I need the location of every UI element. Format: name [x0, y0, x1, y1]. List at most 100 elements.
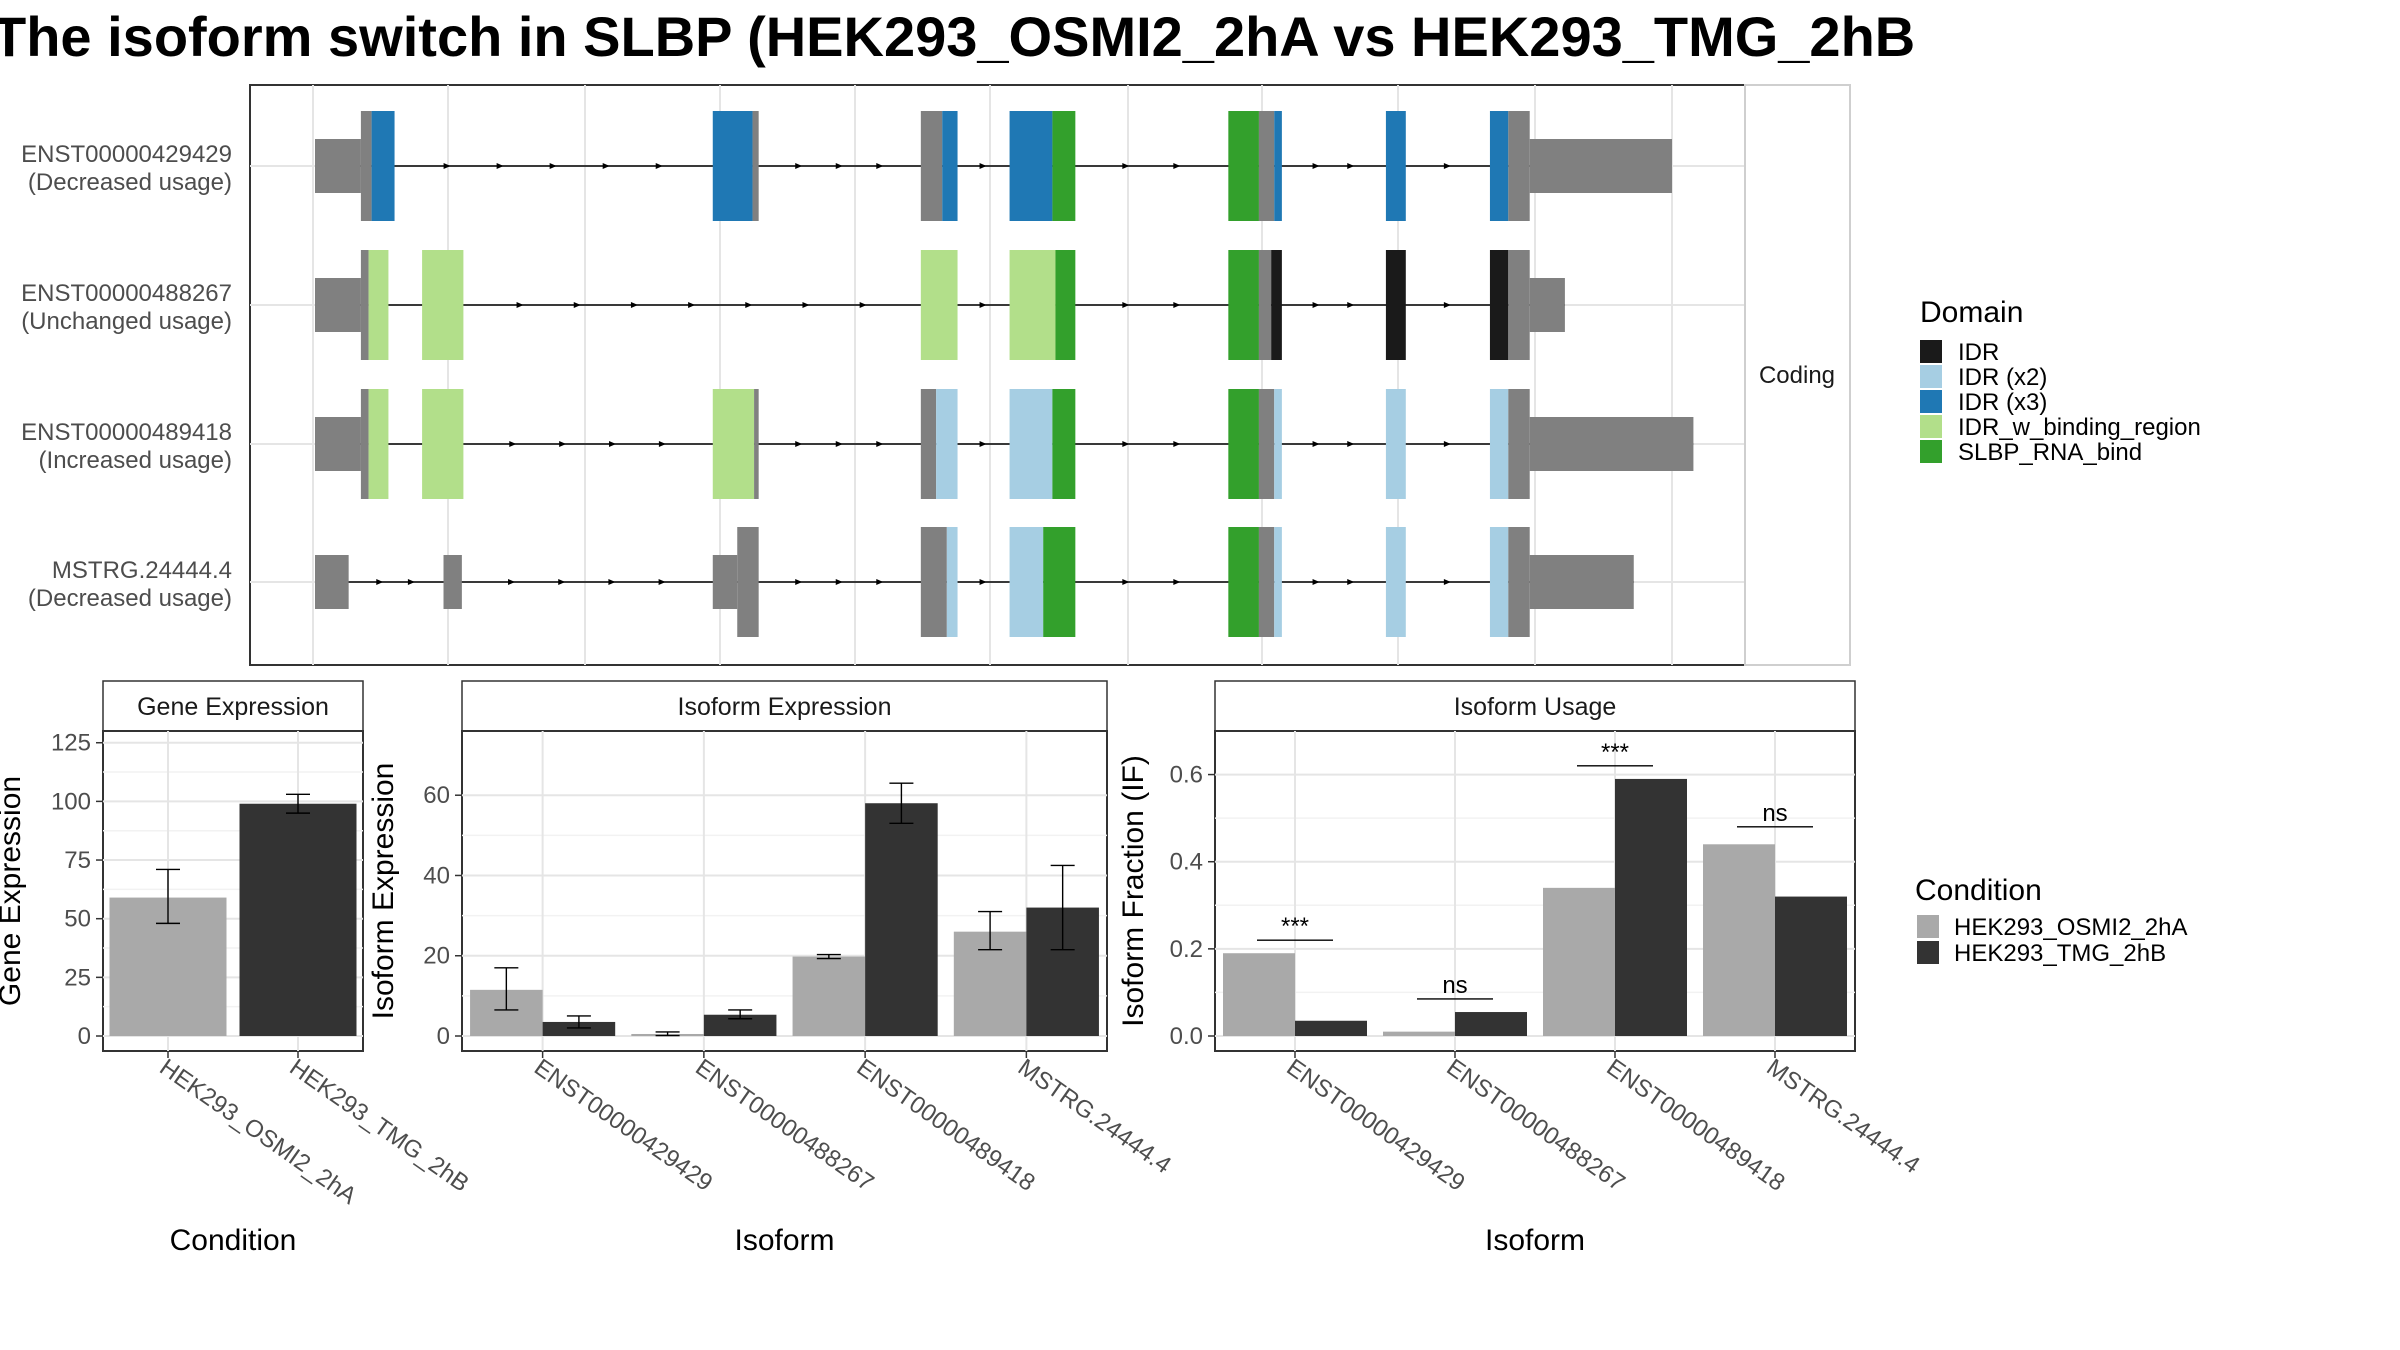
exon-block: [1043, 527, 1076, 637]
transcript-id-label: MSTRG.24444.4: [52, 557, 232, 584]
direction-arrow: [508, 579, 516, 585]
panel-strip-label: Isoform Usage: [1454, 693, 1617, 721]
y-tick-label: 0: [437, 1023, 450, 1050]
condition-legend-key: [1917, 915, 1939, 938]
direction-arrow: [1122, 441, 1130, 447]
exon-block: [315, 278, 361, 332]
direction-arrow: [876, 441, 884, 447]
y-tick-label: 20: [423, 943, 450, 970]
direction-arrow: [516, 302, 524, 308]
transcript-usage-label: (Decreased usage): [28, 169, 232, 196]
direction-arrow: [745, 302, 753, 308]
x-tick-label: MSTRG.24444.4: [1762, 1054, 1925, 1179]
direction-arrow: [1443, 302, 1451, 308]
y-tick-label: 0.0: [1170, 1023, 1203, 1050]
exon-block: [1489, 111, 1509, 221]
exon-block: [1529, 139, 1672, 193]
y-tick-label: 0.4: [1170, 849, 1203, 876]
direction-arrow: [688, 302, 696, 308]
exon-block: [1228, 527, 1259, 637]
bar: [1223, 953, 1295, 1036]
x-tick-label: ENST00000488267: [690, 1054, 878, 1197]
figure-title: The isoform switch in SLBP (HEK293_OSMI2…: [0, 5, 1915, 68]
direction-arrow: [1443, 579, 1451, 585]
significance-label: ***: [1281, 913, 1309, 940]
direction-arrow: [558, 579, 566, 585]
exon-block: [1009, 111, 1053, 221]
transcript-MSTRG.24444.4: [315, 527, 1634, 637]
direction-arrow: [1173, 441, 1181, 447]
bar: [1703, 844, 1775, 1036]
direction-arrow: [1312, 302, 1320, 308]
direction-arrow: [795, 441, 803, 447]
exon-block: [1385, 250, 1406, 360]
y-tick-label: 125: [51, 730, 91, 757]
exon-block: [1258, 389, 1275, 499]
exon-block: [1489, 527, 1509, 637]
direction-arrow: [859, 302, 867, 308]
direction-arrow: [835, 579, 843, 585]
direction-arrow: [658, 441, 666, 447]
exon-block: [1055, 250, 1076, 360]
exon-block: [712, 389, 755, 499]
exon-block: [1009, 527, 1044, 637]
exon-block: [1529, 417, 1694, 471]
exon-block: [1274, 527, 1282, 637]
exon-block: [422, 389, 464, 499]
exon-block: [1274, 111, 1282, 221]
exon-block: [737, 527, 759, 637]
y-axis-label: Isoform Fraction (IF): [1117, 755, 1150, 1027]
y-tick-label: 40: [423, 862, 450, 889]
transcript-id-label: ENST00000429429: [21, 141, 232, 168]
exon-block: [1258, 527, 1275, 637]
condition-legend-label: HEK293_OSMI2_2hA: [1954, 914, 2187, 941]
transcript-ENST00000429429: [315, 111, 1672, 221]
domain-legend-label: IDR_w_binding_region: [1958, 414, 2201, 441]
panel-strip-label: Isoform Expression: [678, 693, 892, 721]
exon-block: [1529, 555, 1634, 609]
y-tick-label: 0: [78, 1023, 91, 1050]
exon-block: [920, 250, 958, 360]
exon-block: [936, 389, 958, 499]
direction-arrow: [1347, 302, 1355, 308]
transcript-usage-label: (Decreased usage): [28, 585, 232, 612]
direction-arrow: [443, 163, 451, 169]
bar: [1615, 778, 1687, 1036]
direction-arrow: [573, 302, 581, 308]
exon-block: [1529, 278, 1565, 332]
transcript-ENST00000488267: [315, 250, 1565, 360]
transcript-id-label: ENST00000488267: [21, 280, 232, 307]
x-axis-label: Isoform: [1485, 1224, 1585, 1257]
bar: [1543, 887, 1615, 1036]
domain-legend-label: IDR (x2): [1958, 364, 2047, 391]
direction-arrow: [1443, 163, 1451, 169]
exon-block: [1508, 111, 1530, 221]
exon-block: [1228, 111, 1259, 221]
exon-block: [1508, 250, 1530, 360]
panel-strip: [1214, 680, 1856, 732]
direction-arrow: [1347, 579, 1355, 585]
exon-block: [315, 139, 361, 193]
y-axis-label: Gene Expression: [0, 776, 27, 1006]
exon-block: [1489, 250, 1509, 360]
exon-block: [360, 111, 372, 221]
exon-block: [752, 111, 759, 221]
direction-arrow: [1312, 441, 1320, 447]
direction-arrow: [1347, 163, 1355, 169]
exon-block: [942, 111, 958, 221]
exon-block: [1489, 389, 1509, 499]
x-tick-label: ENST00000489418: [852, 1054, 1040, 1197]
domain-legend-key: [1920, 365, 1942, 388]
y-tick-label: 60: [423, 782, 450, 809]
direction-arrow: [655, 163, 663, 169]
exon-block: [920, 527, 947, 637]
direction-arrow: [509, 441, 517, 447]
exon-block: [1009, 389, 1053, 499]
direction-arrow: [1173, 302, 1181, 308]
y-tick-label: 0.2: [1170, 936, 1203, 963]
transcript-id-label: ENST00000489418: [21, 419, 232, 446]
direction-arrow: [1122, 163, 1130, 169]
y-tick-label: 25: [64, 964, 91, 991]
exon-block: [1228, 389, 1259, 499]
direction-arrow: [407, 579, 415, 585]
